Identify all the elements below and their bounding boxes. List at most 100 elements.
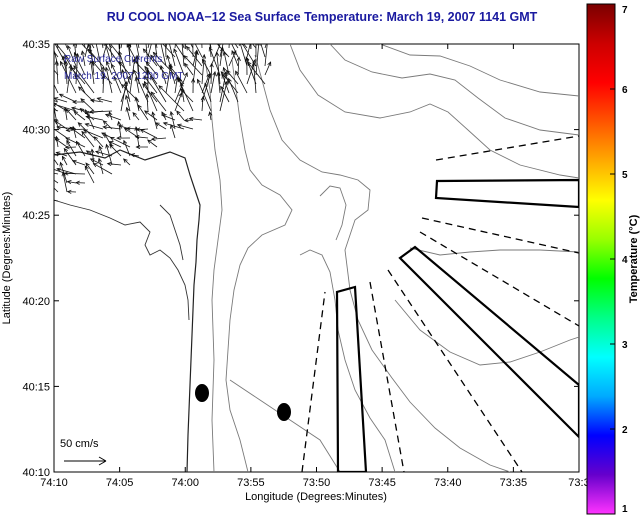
current-vector-head [135,54,140,60]
current-vector [264,44,268,67]
current-vector-head [118,124,124,129]
current-vector-head [54,97,59,102]
current-vector [170,124,176,139]
current-vector-head [51,37,54,41]
current-vector [102,75,105,94]
current-vector [54,187,59,193]
current-vector-head [77,20,80,24]
current-vector-head [204,82,209,88]
colorbar-tick-label: 1 [622,504,628,515]
current-vector [59,93,77,103]
current-vector [89,110,113,113]
current-vector [65,61,68,85]
current-vector [54,128,68,139]
current-vector [62,172,68,193]
current-vector [72,160,86,166]
y-tick-label: 40:35 [22,39,50,51]
current-vector-head [64,54,69,60]
current-vector [129,58,136,94]
current-vector [65,137,86,148]
current-vector-head [123,127,129,132]
current-vector [73,111,86,121]
current-vector [177,124,194,130]
current-vector-head [123,81,128,86]
current-vector [209,44,212,58]
current-vector-head [67,44,71,50]
current-vector-head [134,18,137,22]
current-vector [105,67,113,94]
current-vector-head [61,155,66,161]
current-vector-head [154,122,160,127]
transect-box-east-upper [434,178,579,209]
current-vector [204,83,212,103]
current-vector-head [130,153,136,158]
current-vector-head [104,66,109,72]
current-vector-head [208,34,212,38]
current-vector-head [178,76,183,82]
current-vector-head [183,54,188,60]
current-vector [231,44,239,58]
current-vector [54,199,59,202]
current-vector [90,158,104,166]
current-vector [131,154,140,157]
current-vector-head [168,64,173,70]
current-vector [239,44,248,67]
current-vector-head [49,177,53,180]
current-vector [120,44,123,49]
current-vector [90,60,95,85]
current-vector-head [221,35,224,39]
current-vector-head [84,165,89,171]
current-vector-head [109,44,114,47]
current-vector-head [105,60,110,66]
current-vector [142,83,158,103]
coastline [54,149,201,472]
current-vector-head [96,97,102,102]
current-vector-head [65,108,71,114]
current-vector-head [81,130,86,136]
current-vector-head [120,83,126,89]
current-vector-head [63,60,69,66]
current-vector-head [56,167,62,172]
current-vector [226,70,239,85]
current-vector-head [235,70,240,76]
map-layer [41,18,579,472]
current-vector [165,44,167,58]
current-vector-head [164,34,167,38]
current-vector [165,44,168,49]
current-vector-head [101,132,106,137]
current-vector [219,81,228,112]
legend-currents-title: Raw Surface Currents [64,54,162,65]
y-tick-label: 40:30 [22,125,50,137]
current-vector-head [240,39,243,43]
current-vector-head [77,122,83,127]
current-vector [144,110,158,121]
current-vector [145,44,149,67]
current-vector [136,55,140,85]
current-vector [144,81,158,112]
colorbar-tick-label: 6 [622,85,628,96]
current-vector-head [214,51,220,57]
current-vector-head [101,74,106,80]
y-tick-label: 40:10 [22,467,50,479]
current-vector-head [104,113,110,118]
current-vector [118,121,122,139]
current-vector-head [266,37,269,41]
current-vector-head [176,123,182,128]
colorbar-tick-label: 7 [622,5,628,16]
current-vector-head [41,103,45,106]
current-vector-head [143,80,148,86]
current-vector [222,74,230,94]
current-vector-head [63,147,68,153]
current-vector-head [121,69,126,74]
current-vector [118,44,122,76]
current-vector-head [97,157,102,163]
current-vector-head [73,65,78,70]
current-vector [118,51,131,85]
current-vector-head [152,51,158,57]
current-vector-head [153,27,156,31]
current-vector [56,60,59,85]
y-axis-ticks: 40:35 40:30 40:25 40:20 40:15 40:10 [22,39,579,479]
current-vector [144,66,158,85]
current-vector-head [179,82,184,87]
current-vector [135,136,149,139]
